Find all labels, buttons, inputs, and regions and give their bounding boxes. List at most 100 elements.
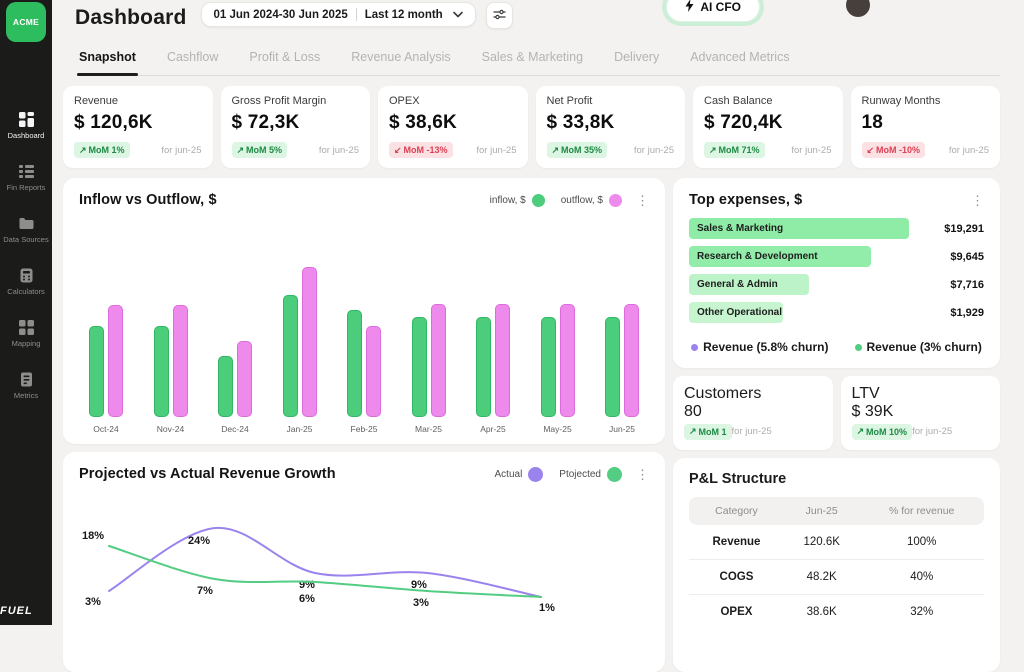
kebab-menu-icon[interactable]: ⋮ bbox=[636, 194, 649, 207]
tab-cashflow[interactable]: Cashflow bbox=[165, 46, 220, 75]
kpi-footer: ↗MoM 71%for jun-25 bbox=[704, 142, 832, 158]
outflow-bar[interactable] bbox=[560, 304, 575, 417]
mom-badge-text: MoM -10% bbox=[876, 145, 920, 155]
bar-group-dec-24: Dec-24 bbox=[218, 267, 252, 434]
tab-revenue-analysis[interactable]: Revenue Analysis bbox=[349, 46, 452, 75]
expense-bar[interactable]: Sales & Marketing bbox=[689, 218, 909, 239]
kpi-value: $ 120,6K bbox=[74, 112, 202, 134]
inflow-bar[interactable] bbox=[605, 317, 620, 417]
expense-bar[interactable]: Research & Development bbox=[689, 246, 871, 267]
kpi-period: for jun-25 bbox=[319, 145, 359, 156]
point-label: 6% bbox=[299, 593, 315, 605]
bar-x-label: Jan-25 bbox=[287, 424, 313, 434]
inflow-bar[interactable] bbox=[218, 356, 233, 417]
legend-item: inflow, $ bbox=[490, 194, 545, 207]
sidebar-item-label: Metrics bbox=[14, 391, 38, 400]
bar-x-label: Jun-25 bbox=[609, 424, 635, 434]
bar-pair bbox=[541, 267, 575, 417]
outflow-bar[interactable] bbox=[108, 305, 123, 417]
expense-value: $19,291 bbox=[944, 223, 984, 235]
outflow-bar[interactable] bbox=[366, 326, 381, 417]
churn-legend-label: Revenue (3% churn) bbox=[867, 340, 982, 354]
kebab-menu-icon[interactable]: ⋮ bbox=[636, 468, 649, 481]
kebab-menu-icon[interactable]: ⋮ bbox=[971, 194, 984, 207]
expense-bar[interactable]: Other Operational bbox=[689, 302, 783, 323]
legend-label: Actual bbox=[495, 469, 523, 480]
outflow-bar[interactable] bbox=[302, 267, 317, 417]
kpi-footer: ↙MoM -13%for jun-25 bbox=[389, 142, 517, 158]
sidebar-item-metrics[interactable]: Metrics bbox=[0, 370, 52, 400]
outflow-bar[interactable] bbox=[173, 305, 188, 417]
filter-button[interactable] bbox=[486, 2, 513, 29]
top-expenses-card: Top expenses, $ ⋮ Sales & Marketing$19,2… bbox=[673, 178, 1000, 368]
trend-up-icon: ↗ bbox=[689, 426, 697, 437]
outflow-bar[interactable] bbox=[495, 304, 510, 417]
sidebar-item-mapping[interactable]: Mapping bbox=[0, 318, 52, 348]
bar-group-oct-24: Oct-24 bbox=[89, 267, 123, 434]
expense-value: $9,645 bbox=[950, 251, 984, 263]
sidebar-item-label: Mapping bbox=[12, 339, 41, 348]
calculators-icon bbox=[17, 266, 35, 284]
kpi-card-gross-profit-margin: Gross Profit Margin$ 72,3K↗MoM 5%for jun… bbox=[221, 86, 371, 168]
tab-snapshot[interactable]: Snapshot bbox=[77, 46, 138, 75]
trend-up-icon: ↗ bbox=[709, 145, 717, 156]
tab-sales-marketing[interactable]: Sales & Marketing bbox=[480, 46, 585, 75]
date-range-picker[interactable]: 01 Jun 2024-30 Jun 2025 Last 12 month bbox=[201, 2, 476, 27]
mom-badge: ↗MoM 1% bbox=[74, 142, 130, 158]
sidebar-item-data-sources[interactable]: Data Sources bbox=[0, 214, 52, 244]
outflow-bar[interactable] bbox=[431, 304, 446, 417]
lightning-icon bbox=[685, 0, 694, 15]
sidebar-item-label: Calculators bbox=[7, 287, 45, 296]
sliders-icon bbox=[493, 8, 506, 24]
inflow-bar[interactable] bbox=[154, 326, 169, 417]
inflow-bar[interactable] bbox=[89, 326, 104, 417]
expense-bar[interactable]: General & Admin bbox=[689, 274, 809, 295]
tab-delivery[interactable]: Delivery bbox=[612, 46, 661, 75]
date-range-value: 01 Jun 2024-30 Jun 2025 bbox=[214, 9, 348, 21]
mom-badge-text: MoM 10% bbox=[866, 427, 907, 437]
inflow-bar[interactable] bbox=[347, 310, 362, 417]
tab-advanced-metrics[interactable]: Advanced Metrics bbox=[688, 46, 791, 75]
legend-item: Ptojected bbox=[559, 467, 622, 482]
ai-cfo-button[interactable]: AI CFO bbox=[666, 0, 760, 22]
bar-pair bbox=[476, 267, 510, 417]
kpi-period: for jun-25 bbox=[791, 145, 831, 156]
dashboard-icon bbox=[17, 110, 35, 128]
trend-down-icon: ↙ bbox=[394, 145, 402, 156]
inflow-bar[interactable] bbox=[412, 317, 427, 417]
trend-up-icon: ↗ bbox=[552, 145, 560, 156]
legend-dot bbox=[609, 194, 622, 207]
inflow-bar[interactable] bbox=[541, 317, 556, 417]
pnl-cell: 32% bbox=[859, 594, 984, 629]
chart-header: Inflow vs Outflow, $ inflow, $outflow, $… bbox=[63, 178, 665, 208]
divider bbox=[356, 8, 357, 21]
kpi-footer: ↗MoM 5%for jun-25 bbox=[232, 142, 360, 158]
bar-pair bbox=[347, 267, 381, 417]
outflow-bar[interactable] bbox=[237, 341, 252, 417]
sidebar-item-dashboard[interactable]: Dashboard bbox=[0, 110, 52, 140]
user-avatar[interactable] bbox=[846, 0, 870, 17]
acme-logo[interactable]: ACME bbox=[6, 2, 46, 42]
kpi-period: for jun-25 bbox=[476, 145, 516, 156]
revenue-growth-chart-card: Projected vs Actual Revenue Growth Actua… bbox=[63, 452, 665, 672]
kpi-period: for jun-25 bbox=[912, 426, 952, 437]
sidebar-item-label: Data Sources bbox=[3, 235, 48, 244]
expense-label: General & Admin bbox=[697, 279, 778, 290]
chart-header: Projected vs Actual Revenue Growth Actua… bbox=[63, 452, 665, 482]
tab-profit-loss[interactable]: Profit & Loss bbox=[247, 46, 322, 75]
sidebar-item-fin-reports[interactable]: Fin Reports bbox=[0, 162, 52, 192]
kpi-label: Cash Balance bbox=[704, 95, 832, 107]
inflow-bar[interactable] bbox=[283, 295, 298, 417]
legend-dot bbox=[855, 344, 862, 351]
inflow-bar[interactable] bbox=[476, 317, 491, 417]
sidebar-item-calculators[interactable]: Calculators bbox=[0, 266, 52, 296]
bar-group-nov-24: Nov-24 bbox=[154, 267, 188, 434]
outflow-bar[interactable] bbox=[624, 304, 639, 417]
legend-dot bbox=[528, 467, 543, 482]
point-label: 24% bbox=[188, 535, 210, 547]
